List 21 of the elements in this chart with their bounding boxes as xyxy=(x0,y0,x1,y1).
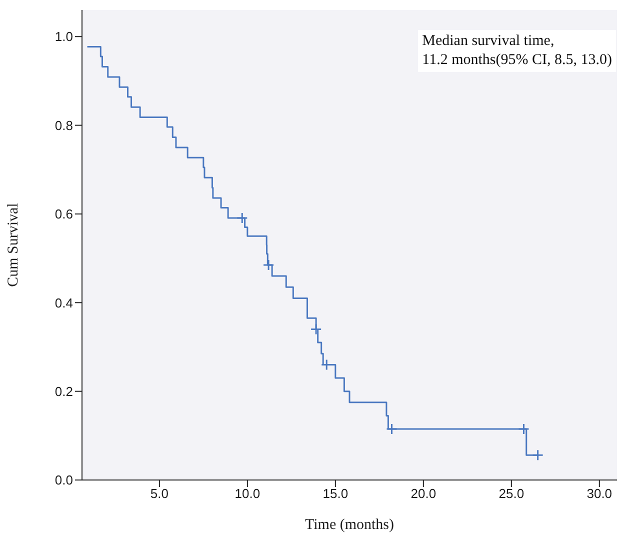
y-tick-label: 0.4 xyxy=(54,295,73,310)
x-tick-label: 30.0 xyxy=(586,486,612,502)
point xyxy=(518,423,530,435)
y-axis-title: Cum Survival xyxy=(5,203,22,287)
point xyxy=(532,449,544,461)
x-axis-title: Time (months) xyxy=(304,517,394,533)
y-tick-label: 0.6 xyxy=(54,206,73,222)
x-tick-label: 5.0 xyxy=(150,486,168,502)
x-tick-label: 10.0 xyxy=(234,486,260,502)
y-tick-label: 1.0 xyxy=(54,29,73,44)
x-tick-label: 25.0 xyxy=(498,486,524,502)
point xyxy=(310,323,322,335)
point xyxy=(262,259,274,271)
y-tick-label: 0.0 xyxy=(54,472,73,488)
x-tick-label: 20.0 xyxy=(410,486,436,502)
y-tick-label: 0.8 xyxy=(54,118,73,133)
x-tick-label: 15.0 xyxy=(322,486,348,502)
annotation: Median survival time, 11.2 months(95% CI, 8.5, 13.0) xyxy=(418,30,616,72)
point xyxy=(386,423,398,435)
y-tick-label: 0.2 xyxy=(54,384,73,399)
point xyxy=(236,212,248,224)
